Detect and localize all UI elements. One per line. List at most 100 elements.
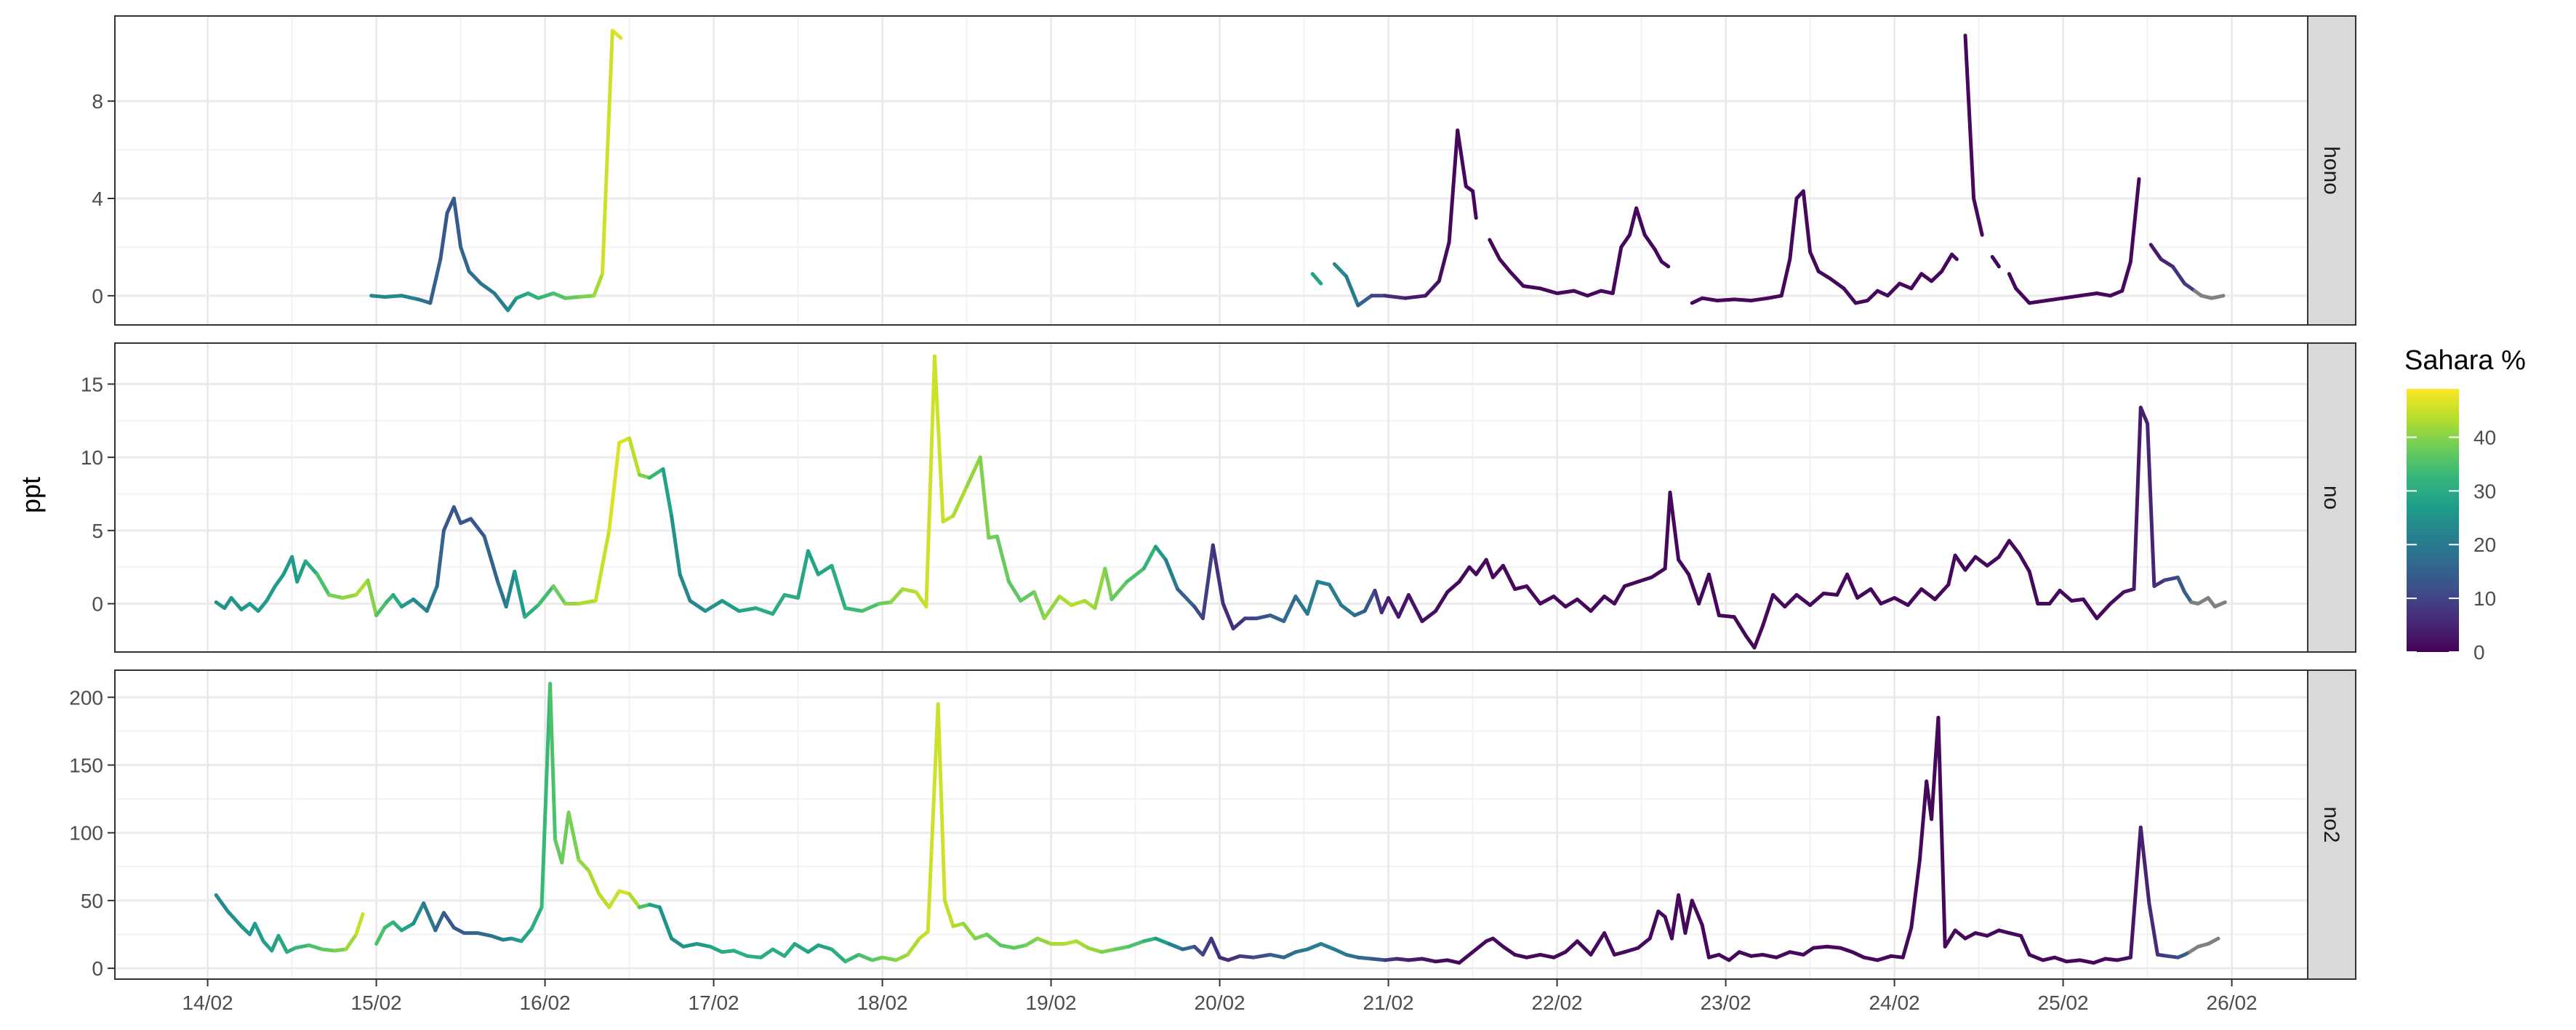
line-piece (1498, 257, 1512, 273)
series-segment (1690, 189, 1959, 305)
line-piece (1488, 238, 1502, 262)
line-piece (1356, 294, 1373, 307)
line-piece (1575, 598, 1593, 613)
line-piece (1808, 250, 1821, 273)
line-piece (295, 559, 308, 584)
line-piece (1099, 947, 1118, 954)
line-piece (1650, 566, 1667, 579)
line-piece (1985, 928, 2001, 938)
line-piece (399, 294, 421, 302)
line-piece (476, 931, 493, 938)
line-piece (1555, 289, 1576, 295)
line-piece (1732, 615, 1748, 638)
line-piece (2115, 955, 2132, 962)
line-piece (1471, 939, 1488, 954)
line-piece (830, 947, 848, 964)
line-piece (391, 920, 404, 933)
x-tick-label: 23/02 (1701, 991, 1752, 1014)
line-piece (1700, 296, 1720, 302)
line-piece (877, 600, 893, 605)
line-piece (1126, 939, 1146, 949)
x-tick-label: 22/02 (1532, 991, 1583, 1014)
line-piece (1420, 957, 1438, 964)
line-piece (1395, 957, 1411, 962)
line-piece (2183, 590, 2194, 604)
line-piece (441, 505, 456, 533)
line-piece (1057, 595, 1073, 607)
line-piece (936, 702, 947, 903)
line-piece (1103, 566, 1114, 601)
line-piece (1801, 189, 1813, 254)
line-piece (681, 942, 699, 949)
line-piece (2078, 958, 2095, 965)
line-piece (2170, 265, 2187, 286)
line-piece (678, 572, 692, 603)
line-piece (1825, 944, 1842, 950)
line-piece (1251, 952, 1272, 959)
line-piece (441, 911, 456, 930)
line-piece (1086, 946, 1104, 954)
line-piece (1835, 572, 1850, 597)
line-piece (354, 578, 370, 597)
line-piece (1153, 544, 1168, 562)
line-piece (1909, 858, 1922, 930)
line-piece (782, 942, 797, 958)
facet-strip (2307, 669, 2356, 980)
line-piece (1683, 898, 1694, 936)
line-piece (1315, 579, 1331, 587)
line-piece (452, 925, 466, 936)
line-piece (307, 943, 324, 951)
line-piece (1946, 553, 1957, 587)
line-piece (1953, 553, 1967, 572)
line-piece (1816, 269, 1832, 281)
line-piece (1855, 587, 1873, 600)
line-piece (1200, 543, 1215, 621)
line-piece (1153, 936, 1171, 946)
line-piece (417, 297, 433, 305)
line-piece (1141, 936, 1157, 944)
line-piece (1445, 958, 1461, 965)
line-piece (737, 606, 758, 613)
line-piece (1717, 952, 1731, 962)
series-segment (214, 354, 2227, 650)
line-piece (382, 294, 404, 299)
line-piece (1332, 262, 1349, 278)
colorbar-tick-label: 40 (2473, 426, 2496, 448)
x-tick-label: 16/02 (520, 991, 571, 1014)
line-piece (1936, 715, 1947, 949)
line-piece (261, 939, 274, 953)
facet-panels: 0 4 8 hono 0 5 10 15 no 0 50 100 150 200 no2 (69, 15, 2356, 980)
line-piece (880, 955, 898, 962)
line-piece (1659, 259, 1671, 269)
line-piece (1700, 922, 1711, 959)
line-piece (1677, 558, 1691, 576)
line-piece (1737, 950, 1753, 958)
line-piece (1110, 579, 1129, 601)
line-piece (253, 922, 265, 944)
y-tick-label: 150 (69, 754, 103, 776)
line-piece (1344, 274, 1360, 307)
line-piece (1035, 936, 1054, 946)
line-piece (2017, 552, 2031, 574)
line-piece (2027, 952, 2045, 962)
line-piece (1268, 952, 1286, 959)
line-piece (1766, 294, 1783, 300)
line-piece (433, 911, 446, 933)
line-piece (1352, 609, 1367, 618)
line-piece (843, 952, 861, 964)
line-piece (399, 922, 416, 933)
line-piece (1192, 944, 1205, 957)
line-piece (1669, 893, 1681, 941)
line-piece (1083, 599, 1097, 611)
line-piece (610, 28, 623, 40)
line-piece (1062, 939, 1078, 946)
line-piece (496, 579, 508, 609)
line-piece (452, 505, 463, 526)
y-tick-label: 5 (92, 520, 103, 542)
line-piece (1732, 297, 1753, 302)
line-piece (506, 296, 518, 313)
x-axis: 14/02 15/02 16/02 17/02 18/02 19/02 20/02 21/02… (182, 979, 2258, 1014)
line-piece (1690, 296, 1704, 305)
x-tick-label: 25/02 (2038, 991, 2089, 1014)
line-piece (2103, 957, 2119, 962)
